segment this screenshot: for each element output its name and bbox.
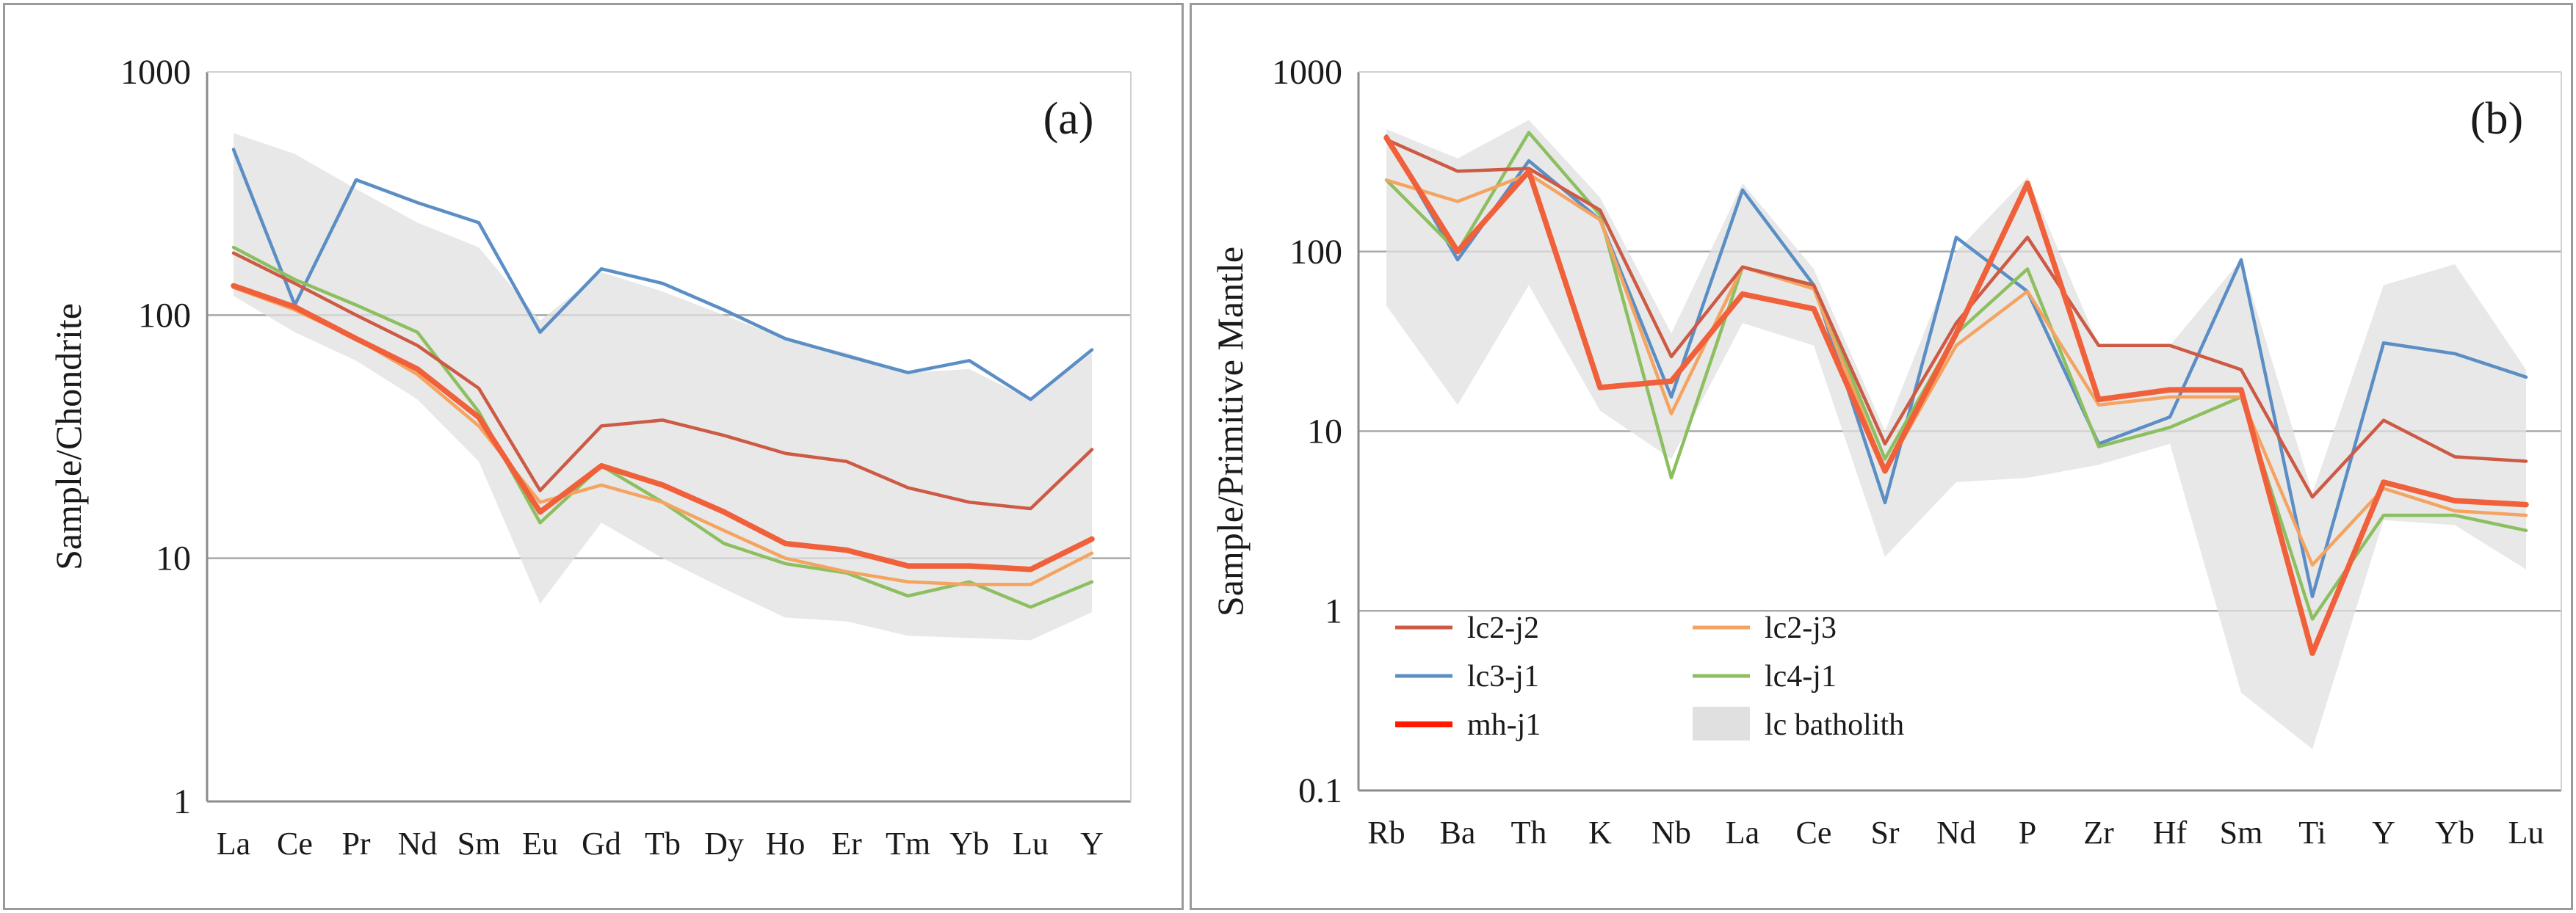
legend-label: mh-j1 (1467, 708, 1541, 742)
legend-label: lc3-j1 (1467, 660, 1539, 694)
x-tick-label: Sm (2220, 815, 2263, 851)
legend: lc2-j2 lc2-j3 lc3-j1 lc4-j1 mh-j1 lc batholit… (1395, 611, 1904, 742)
x-tick-label: La (1726, 815, 1759, 851)
y-tick-label: 1000 (120, 53, 191, 92)
x-tick-label: Ce (1796, 815, 1832, 851)
y-tick-label: 100 (1289, 233, 1342, 272)
x-tick-label: P (2019, 815, 2036, 851)
panel-label: (a) (1043, 94, 1094, 144)
x-tick-label: Sr (1870, 815, 1899, 851)
x-tick-label: K (1588, 815, 1612, 851)
series-lc3-j1 (1384, 134, 2528, 599)
x-tick-label: Yb (949, 826, 989, 862)
y-tick-label: 10 (156, 539, 191, 578)
legend-label: lc batholith (1765, 708, 1904, 742)
x-tick-label: Ho (766, 826, 806, 862)
x-tick-label: Th (1511, 815, 1547, 851)
x-tick-label: La (217, 826, 250, 862)
x-tick-label: Y (1080, 826, 1104, 862)
chart-b: 0.1 1 10 100 1000 Rb Ba Th K Nb La Ce Sr Nd P Zr Hf Sm Ti Y… (1209, 53, 2562, 851)
series-mh-j1 (1383, 134, 2529, 656)
batholith-band (234, 133, 1092, 641)
x-tick-label: Tm (886, 826, 930, 862)
series-lc2-j3 (1384, 172, 2528, 567)
y-tick-label: 1000 (1272, 53, 1342, 92)
x-tick-label: Hf (2153, 815, 2188, 851)
legend-label: lc2-j2 (1467, 611, 1539, 645)
series-lc2-j2 (231, 251, 1094, 511)
x-tick-label: Gd (582, 826, 621, 862)
x-tick-label: Rb (1367, 815, 1405, 851)
x-tick-label: Nb (1651, 815, 1691, 851)
x-tick-label: Zr (2083, 815, 2114, 851)
y-tick-label: 100 (138, 296, 191, 335)
x-tick-label: Dy (704, 826, 744, 862)
x-tick-label: Y (2372, 815, 2395, 851)
legend-swatch-batholith (1693, 707, 1750, 741)
y-tick-label: 10 (1307, 412, 1342, 451)
panel-label: (b) (2470, 94, 2523, 144)
x-tick-label: Tb (645, 826, 681, 862)
chart-a: 1 10 100 1000 La Ce Pr Nd Sm Eu Gd Tb Dy Ho Er Tm Yb Lu Y S… (48, 53, 1132, 862)
x-tick-label: Nd (398, 826, 438, 862)
x-tick-label: Lu (1013, 826, 1049, 862)
x-tick-label: Pr (341, 826, 370, 862)
series-lc2-j2 (1384, 137, 2528, 499)
x-tick-label: Ba (1440, 815, 1476, 851)
x-tick-label: Eu (522, 826, 558, 862)
series-mh-j1 (231, 283, 1095, 572)
x-tick-label: Er (831, 826, 862, 862)
legend-label: lc2-j3 (1765, 611, 1837, 645)
y-tick-label: 1 (1325, 592, 1342, 630)
y-tick-label: 1 (173, 782, 191, 821)
y-axis-label: Sample/Primitive Mantle (1209, 247, 1251, 616)
x-tick-label: Ti (2298, 815, 2326, 851)
x-tick-label: Yb (2435, 815, 2475, 851)
x-tick-label: Ce (277, 826, 313, 862)
x-tick-label: Lu (2508, 815, 2544, 851)
x-tick-label: Sm (457, 826, 501, 862)
x-tick-label: Nd (1936, 815, 1976, 851)
y-tick-label: 0.1 (1298, 771, 1342, 810)
y-axis-label: Sample/Chondrite (48, 303, 89, 570)
legend-label: lc4-j1 (1765, 660, 1837, 694)
batholith-band (1386, 120, 2526, 749)
series-lc3-j1 (231, 148, 1094, 401)
